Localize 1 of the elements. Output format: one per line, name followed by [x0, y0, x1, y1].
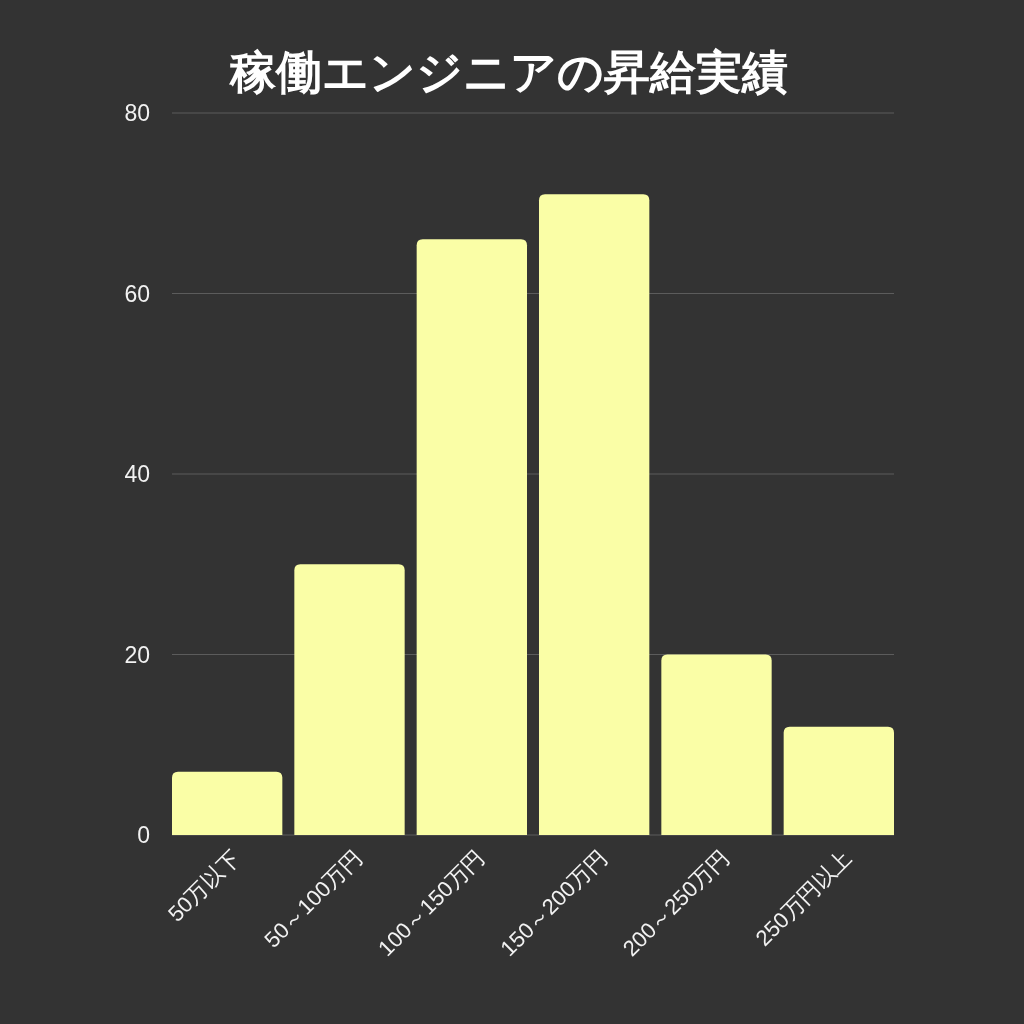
- title: 稼働エンジニアの昇給実績: [230, 46, 788, 98]
